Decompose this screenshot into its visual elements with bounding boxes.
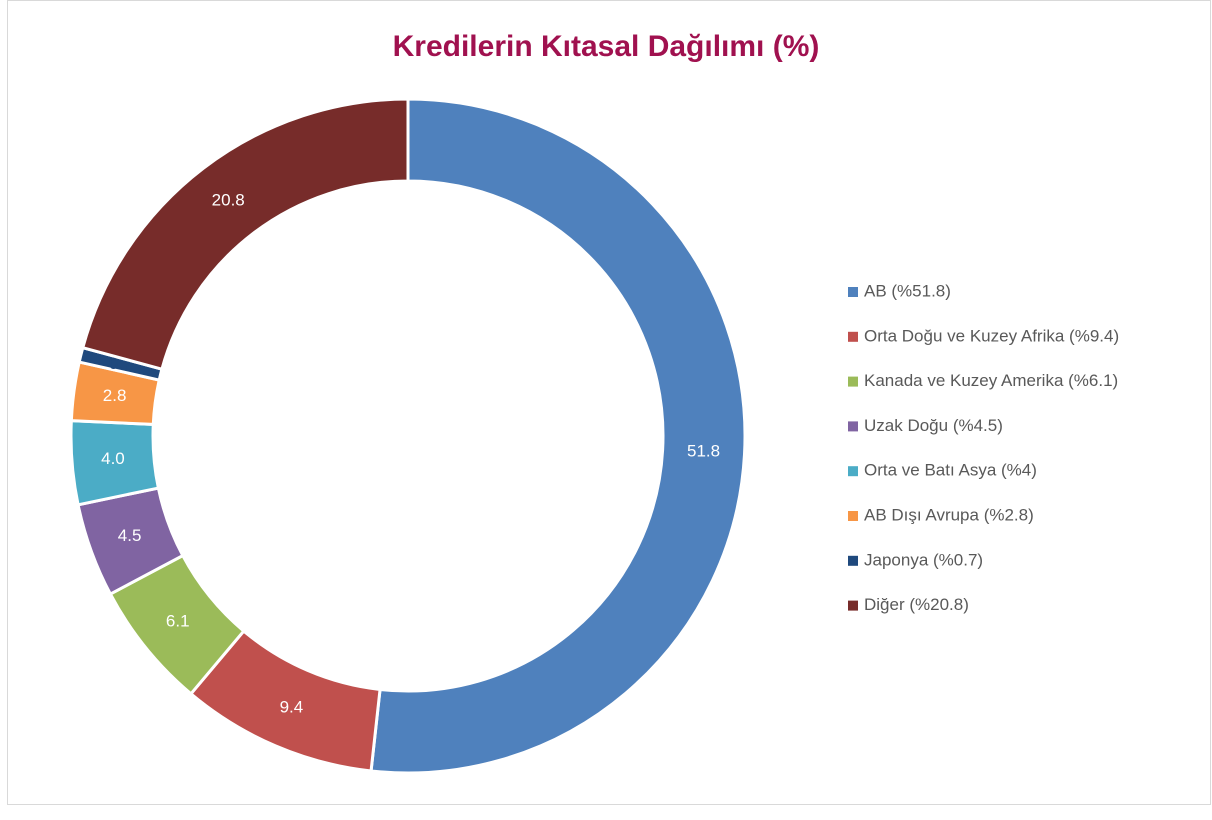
legend-swatch	[848, 376, 858, 387]
legend-label: AB (%51.8)	[864, 281, 951, 300]
data-label: 51.8	[687, 442, 720, 461]
data-label: 4.5	[118, 526, 142, 545]
slice	[80, 97, 410, 372]
legend-swatch	[848, 511, 858, 521]
data-label: 9.4	[280, 698, 304, 717]
data-label: 2.8	[103, 386, 127, 405]
legend-label: Diğer (%20.8)	[864, 595, 969, 614]
legend-swatch	[848, 600, 858, 611]
legend-swatch	[848, 287, 858, 297]
legend-swatch	[848, 331, 858, 342]
data-label: 4.0	[101, 449, 125, 468]
legend-label: Japonya (%0.7)	[864, 550, 983, 569]
legend-label: Orta ve Batı Asya (%4)	[864, 461, 1037, 480]
legend-label: Orta Doğu ve Kuzey Afrika (%9.4)	[864, 326, 1119, 345]
legend-label: AB Dışı Avrupa (%2.8)	[864, 505, 1034, 524]
legend-swatch	[848, 421, 858, 432]
slice	[369, 97, 747, 775]
legend-swatch	[848, 466, 858, 477]
legend-label: Kanada ve Kuzey Amerika (%6.1)	[864, 371, 1118, 390]
legend-label: Uzak Doğu (%4.5)	[864, 416, 1003, 435]
data-label: 20.8	[212, 190, 245, 209]
chart-title: Kredilerin Kıtasal Dağılımı (%)	[393, 30, 820, 63]
legend-swatch	[848, 555, 858, 566]
data-label: 6.1	[166, 611, 190, 630]
